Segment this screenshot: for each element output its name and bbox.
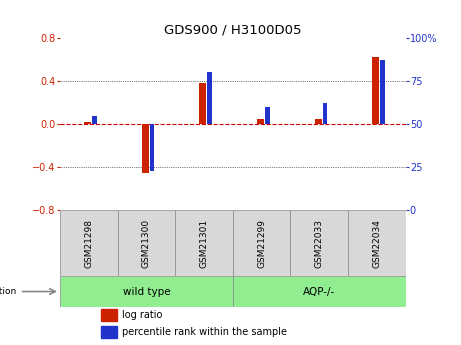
Bar <box>323 104 327 124</box>
Bar <box>101 326 117 338</box>
Text: GSM21298: GSM21298 <box>84 219 93 268</box>
Text: percentile rank within the sample: percentile rank within the sample <box>122 327 287 337</box>
Bar <box>175 210 233 276</box>
Title: GDS900 / H3100D05: GDS900 / H3100D05 <box>164 24 301 37</box>
Bar <box>207 72 212 124</box>
Text: AQP-/-: AQP-/- <box>303 287 335 296</box>
Bar <box>257 119 264 124</box>
Bar <box>348 210 406 276</box>
Bar <box>150 124 154 171</box>
Bar <box>380 60 385 124</box>
Bar <box>92 116 97 124</box>
Bar <box>314 119 321 124</box>
Bar <box>233 210 290 276</box>
Bar <box>118 210 175 276</box>
Text: GSM21299: GSM21299 <box>257 219 266 268</box>
Bar <box>199 83 207 124</box>
Bar <box>84 122 91 124</box>
Bar <box>60 210 118 276</box>
Text: GSM21300: GSM21300 <box>142 219 151 268</box>
Bar <box>101 309 117 321</box>
Text: GSM21301: GSM21301 <box>200 219 208 268</box>
Text: GSM22033: GSM22033 <box>315 219 324 268</box>
Bar <box>233 276 406 307</box>
Text: wild type: wild type <box>123 287 170 296</box>
Text: log ratio: log ratio <box>122 310 163 320</box>
Bar <box>60 276 233 307</box>
Text: genotype/variation: genotype/variation <box>0 287 17 296</box>
Text: GSM22034: GSM22034 <box>372 219 381 268</box>
Bar <box>142 124 148 173</box>
Bar <box>372 57 379 124</box>
Bar <box>265 107 270 124</box>
Bar <box>290 210 348 276</box>
